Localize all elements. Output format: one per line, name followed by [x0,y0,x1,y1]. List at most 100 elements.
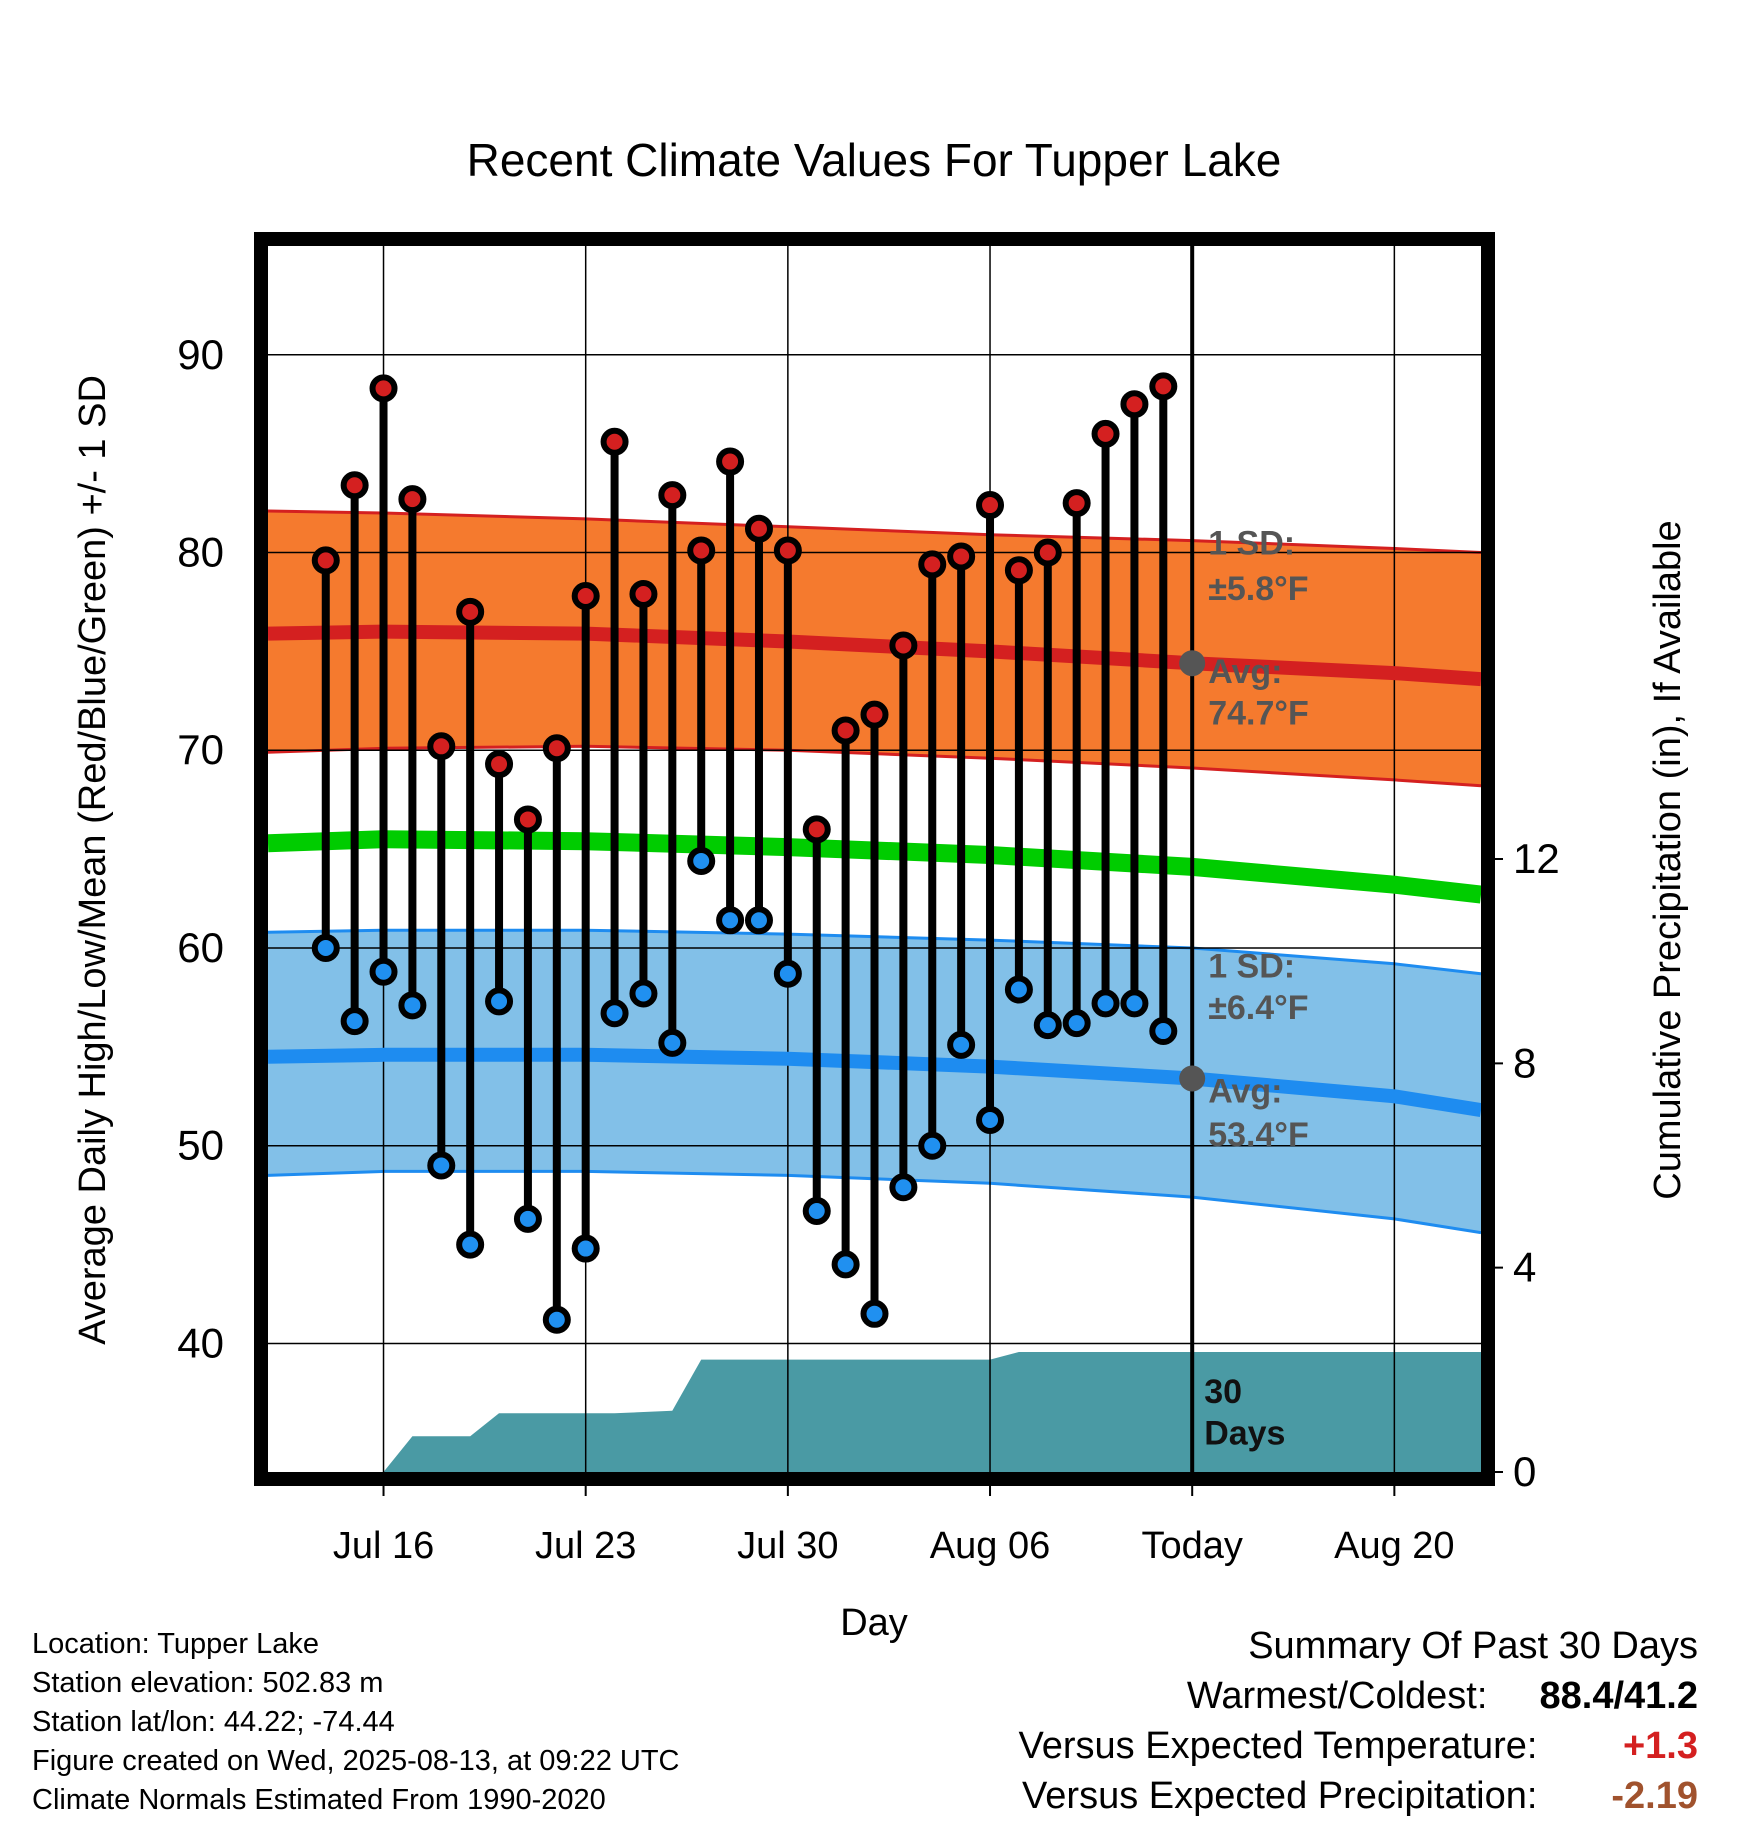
daily-high-point [485,750,514,779]
today-low-avg-marker [1179,1065,1206,1092]
daily-high-point [1004,556,1033,585]
high-upper-line [268,509,1481,554]
x-tick-label: Jul 23 [535,1525,636,1567]
high-sd-label: 1 SD: [1208,525,1295,563]
x-axis-label: Day [840,1602,908,1644]
y-axis-label: Average Daily High/Low/Mean (Red/Blue/Gr… [72,375,114,1345]
high-avg-line [268,624,1481,687]
x-tick-label: Aug 06 [930,1525,1050,1567]
station-info: Location: Tupper Lake Station elevation:… [32,1625,680,1820]
high-lower-line [268,744,1481,788]
daily-low-point [340,1007,369,1036]
daily-high-point [340,471,369,500]
daily-low-point [802,1196,831,1225]
x-tick-label: Today [1141,1525,1242,1567]
daily-low-point [1091,989,1120,1018]
daily-high-point [600,427,629,456]
daily-low-point [1004,975,1033,1004]
daily-low-point [889,1173,918,1202]
summary-warmest-row: Warmest/Coldest: 88.4/41.2 [1019,1671,1698,1721]
daily-low-point [1062,1009,1091,1038]
daily-low-point [485,987,514,1016]
daily-high-point [513,805,542,834]
chart-title: Recent Climate Values For Tupper Lake [467,134,1282,186]
precip-label: Versus Expected Precipitation: [1022,1775,1538,1817]
low-sd-label: 1 SD: [1208,948,1295,986]
low-avg-line [268,1047,1481,1118]
daily-high-point [889,631,918,660]
daily-low-point [773,959,802,988]
daily-high-point [860,700,889,729]
daily-high-point [427,732,456,761]
daily-low-point [1149,1017,1178,1046]
daily-high-point [687,536,716,565]
y-tick-label: 80 [177,529,224,576]
low-avg-value: 53.4°F [1208,1116,1309,1154]
daily-high-point [571,582,600,611]
daily-low-point [716,906,745,935]
daily-high-point [658,481,687,510]
daily-high-point [1033,538,1062,567]
warmest-label: Warmest/Coldest: [1186,1675,1488,1717]
daily-low-point [860,1299,889,1328]
precip-area [268,1352,1481,1472]
daily-low-point [947,1030,976,1059]
y-tick-label: 40 [177,1319,224,1366]
x-tick-label: Aug 20 [1334,1525,1454,1567]
daily-low-point [658,1028,687,1057]
daily-high-point [773,536,802,565]
daily-low-point [427,1151,456,1180]
low-upper-line [268,928,1481,976]
daily-low-point [918,1131,947,1160]
mean-avg-line [268,830,1481,904]
daily-high-point [1091,419,1120,448]
daily-high-point [802,815,831,844]
created-text: Figure created on Wed, 2025-08-13, at 09… [32,1745,680,1777]
daily-high-point [456,597,485,626]
y-tick-label: 70 [177,726,224,773]
daily-low-point [369,957,398,986]
daily-low-point [513,1204,542,1233]
daily-low-point [1120,989,1149,1018]
low-lower-line [268,1169,1481,1235]
summary-title: Summary Of Past 30 Days [1248,1625,1698,1667]
daily-low-point [456,1230,485,1259]
precip-value: -2.19 [1611,1775,1698,1817]
low-avg-label: Avg: [1208,1072,1282,1110]
y-tick-label: 50 [177,1122,224,1169]
daily-high-point [369,374,398,403]
y2-tick-label: 8 [1513,1039,1536,1086]
latlon-text: Station lat/lon: 44.22; -74.44 [32,1706,395,1738]
plot-frame [254,232,1495,1486]
y2-tick-label: 0 [1513,1448,1536,1495]
y2-tick-label: 4 [1513,1244,1536,1291]
daily-high-point [976,491,1005,520]
x-tick-label: Jul 16 [333,1525,434,1567]
y-tick-label: 90 [177,331,224,378]
daily-high-point [1062,489,1091,518]
days-label-text: Days [1204,1414,1285,1452]
high-sd-value: ±5.8°F [1208,570,1308,608]
low-sd-value: ±6.4°F [1208,989,1308,1027]
daily-high-point [831,716,860,745]
daily-high-point [1120,390,1149,419]
today-high-avg-marker [1179,650,1206,677]
daily-low-point [687,846,716,875]
y2-axis-label: Cumulative Precipitation (in), If Availa… [1647,520,1689,1199]
temp-label: Versus Expected Temperature: [1018,1725,1538,1767]
daily-low-point [629,979,658,1008]
summary-panel: Summary Of Past 30 Days Warmest/Coldest:… [1019,1621,1698,1821]
daily-high-point [918,550,947,579]
daily-low-point [831,1250,860,1279]
summary-temp-row: Versus Expected Temperature: +1.3 [1019,1721,1698,1771]
daily-high-point [716,447,745,476]
daily-high-point [398,485,427,514]
temp-value: +1.3 [1622,1725,1698,1767]
daily-low-point [600,999,629,1028]
daily-high-point [744,514,773,543]
daily-low-point [542,1305,571,1334]
summary-precip-row: Versus Expected Precipitation: -2.19 [1019,1771,1698,1821]
